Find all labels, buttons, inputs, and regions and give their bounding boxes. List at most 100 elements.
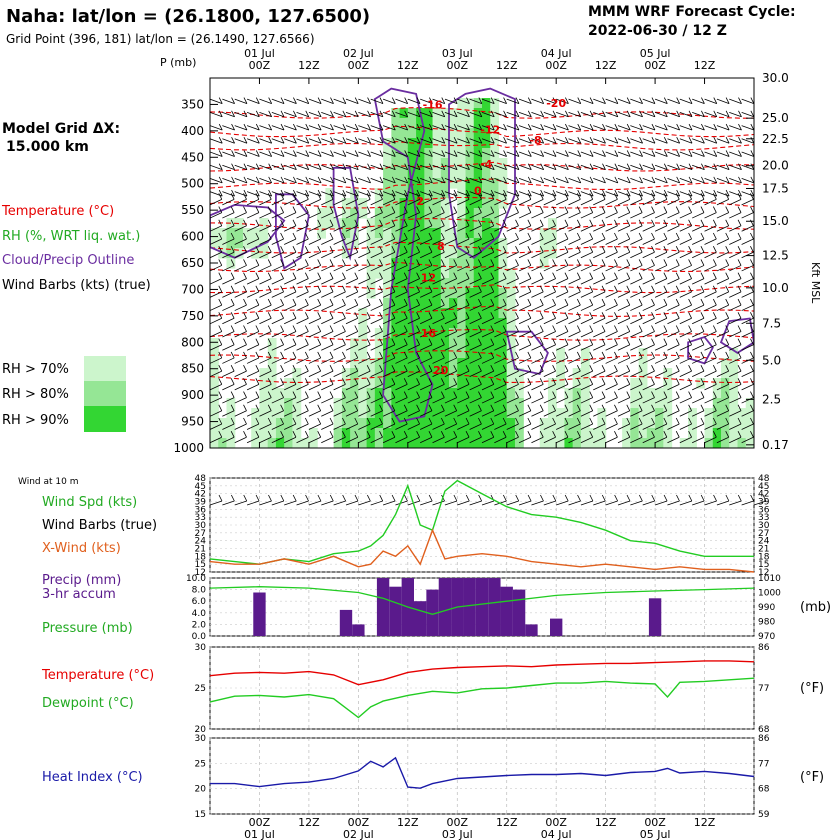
wind-barb-feather bbox=[663, 391, 668, 398]
wind-barb-feather bbox=[280, 193, 284, 200]
wind-barb-feather bbox=[403, 193, 408, 200]
rh-cell bbox=[580, 368, 590, 379]
wind-barb-feather bbox=[626, 189, 631, 197]
wind-barb-feather bbox=[243, 137, 248, 144]
wind-barb bbox=[420, 436, 433, 444]
wind-barb bbox=[679, 331, 692, 338]
rh-cell bbox=[374, 398, 384, 409]
wind-barb-feather bbox=[366, 351, 371, 359]
rh-cell bbox=[572, 388, 582, 399]
wind-barb bbox=[395, 164, 408, 171]
wind-barb bbox=[605, 423, 618, 430]
tick-label: 45 bbox=[195, 482, 206, 492]
wind-barb bbox=[753, 389, 754, 390]
rh-cell bbox=[473, 368, 483, 379]
wind-barb-feather bbox=[602, 137, 606, 144]
wind-barb bbox=[210, 125, 223, 131]
rh-cell bbox=[267, 338, 277, 349]
wind-barb bbox=[704, 125, 717, 131]
wind-barb bbox=[704, 164, 717, 171]
wind-barb-feather bbox=[403, 232, 408, 240]
wind-barb bbox=[296, 291, 309, 298]
wind-barb-feather bbox=[589, 312, 594, 319]
series-line bbox=[209, 660, 755, 686]
wind-barb bbox=[481, 436, 494, 444]
wind-barb bbox=[593, 225, 606, 232]
wind-barb bbox=[741, 410, 754, 417]
rh-cell bbox=[399, 188, 409, 199]
wind-barb-feather bbox=[255, 417, 260, 425]
wind-barb bbox=[531, 384, 544, 391]
wind-barb-feather bbox=[676, 110, 681, 117]
wind-barb-feather bbox=[428, 325, 433, 332]
rh-cell bbox=[440, 298, 450, 309]
wind-barb bbox=[407, 357, 420, 364]
wind-barb bbox=[617, 225, 630, 232]
wind-barb-feather bbox=[243, 417, 247, 425]
wind-barb-feather bbox=[280, 338, 284, 345]
wind-barb-feather bbox=[267, 312, 272, 319]
tick-label-right: 59 bbox=[758, 810, 770, 820]
wind-barb-feather bbox=[527, 97, 532, 104]
wind-barb bbox=[704, 331, 717, 338]
wind-barb-feather bbox=[626, 97, 631, 104]
wind-barb bbox=[556, 410, 569, 417]
wind-barb bbox=[345, 370, 358, 378]
wind-barb bbox=[556, 238, 569, 245]
wind-barb bbox=[345, 357, 358, 364]
wind-barb-feather bbox=[416, 298, 420, 306]
wind-barb bbox=[654, 304, 668, 311]
wind-barb bbox=[407, 199, 420, 206]
wind-barb-feather bbox=[527, 123, 532, 131]
wind-barb-feather bbox=[490, 364, 495, 372]
wind-barb-feather bbox=[601, 417, 606, 425]
wind-barb-10m-feather bbox=[663, 494, 668, 502]
wind-barb-feather bbox=[700, 351, 705, 359]
wind-barb-feather bbox=[539, 246, 544, 253]
wind-barb bbox=[457, 291, 470, 298]
rh-cell bbox=[407, 128, 417, 139]
wind-barb-feather bbox=[267, 391, 272, 398]
wind-barb-feather bbox=[292, 391, 297, 398]
rh-cell bbox=[473, 318, 483, 329]
wind-barb-feather bbox=[490, 110, 495, 117]
wind-barb-feather bbox=[342, 325, 346, 332]
wind-barb-feather bbox=[366, 193, 371, 200]
wind-barb-feather bbox=[391, 189, 396, 197]
wind-barb-feather bbox=[688, 206, 692, 213]
rh-cell bbox=[383, 208, 392, 219]
wind-barb-feather bbox=[478, 150, 483, 157]
wind-barb-feather bbox=[675, 232, 680, 240]
wind-barb-feather bbox=[428, 272, 433, 279]
rh-cell bbox=[473, 348, 483, 359]
tick-label: 18 bbox=[195, 552, 207, 562]
wind-barb-feather bbox=[700, 285, 705, 293]
wind-barb bbox=[593, 410, 606, 417]
wind-barb-10m bbox=[308, 500, 322, 506]
wind-barb-feather bbox=[403, 246, 408, 253]
precip-bar bbox=[352, 624, 365, 636]
wind-barb-feather bbox=[255, 259, 260, 266]
wind-barb bbox=[370, 436, 383, 444]
rh-cell bbox=[638, 378, 648, 389]
wind-barb-feather bbox=[626, 391, 631, 398]
wind-barb-feather bbox=[490, 431, 495, 438]
rh-cell bbox=[449, 128, 458, 139]
rh-cell bbox=[556, 428, 566, 439]
wind-barb-feather bbox=[577, 123, 582, 131]
wind-barb bbox=[630, 225, 643, 232]
wind-barb-feather bbox=[440, 259, 445, 266]
wind-barb-feather bbox=[502, 378, 507, 385]
wind-barb bbox=[617, 265, 630, 272]
rh-cell bbox=[630, 388, 640, 399]
rh-cell bbox=[449, 338, 458, 349]
wind-barb bbox=[729, 225, 742, 232]
wind-barb bbox=[556, 138, 569, 144]
wind-barb-feather bbox=[750, 150, 754, 157]
rh-cell bbox=[449, 108, 458, 119]
wind-barb bbox=[210, 397, 222, 404]
wind-barb bbox=[642, 384, 655, 391]
rh-cell bbox=[729, 388, 739, 399]
wind-barb-feather bbox=[218, 272, 223, 279]
rh-cell bbox=[506, 298, 516, 309]
